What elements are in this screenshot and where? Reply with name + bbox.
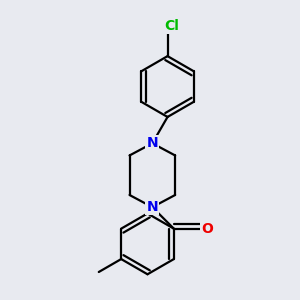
Text: N: N xyxy=(146,136,158,150)
Text: N: N xyxy=(146,200,158,214)
Text: O: O xyxy=(201,222,213,236)
Text: Cl: Cl xyxy=(165,19,179,33)
